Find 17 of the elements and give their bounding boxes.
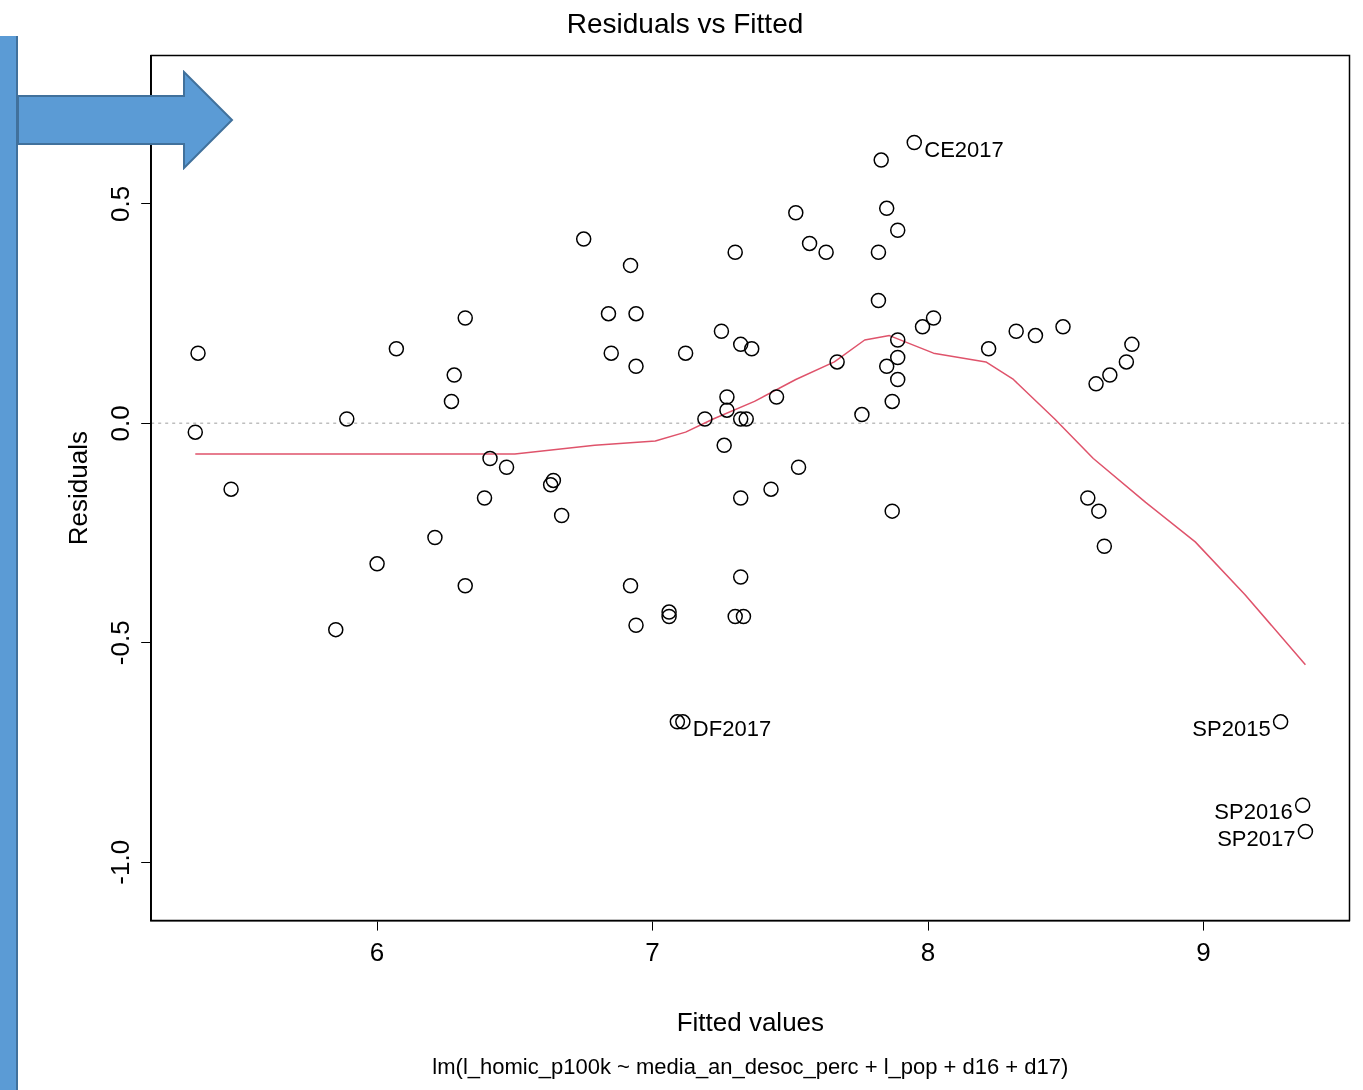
y-tick-label: 0.5 [105,185,136,223]
x-tick-label: 9 [1196,937,1211,968]
chart-title: Residuals vs Fitted [566,7,804,39]
annotation: CE2017 [924,136,1004,162]
x-tick-label: 8 [920,937,936,968]
x-tick-label: 7 [645,937,660,968]
annotation: SP2016 [1214,799,1293,825]
y-tick-label: -0.5 [105,620,136,666]
annotation: SP2017 [1217,825,1296,851]
x-tick-label: 6 [369,937,385,968]
annotation: SP2015 [1192,715,1271,741]
y-tick-label: 0.0 [105,405,136,442]
x-axis-title: Fitted values [676,1006,825,1037]
annotation: DF2017 [692,715,772,741]
y-tick-label: -1.0 [105,839,136,885]
text: lm(l_homic_p100k ~ media_an_desoc_perc + l_pop + d16 + d17) [432,1054,1069,1080]
y-axis-title: Residuals [62,431,93,546]
